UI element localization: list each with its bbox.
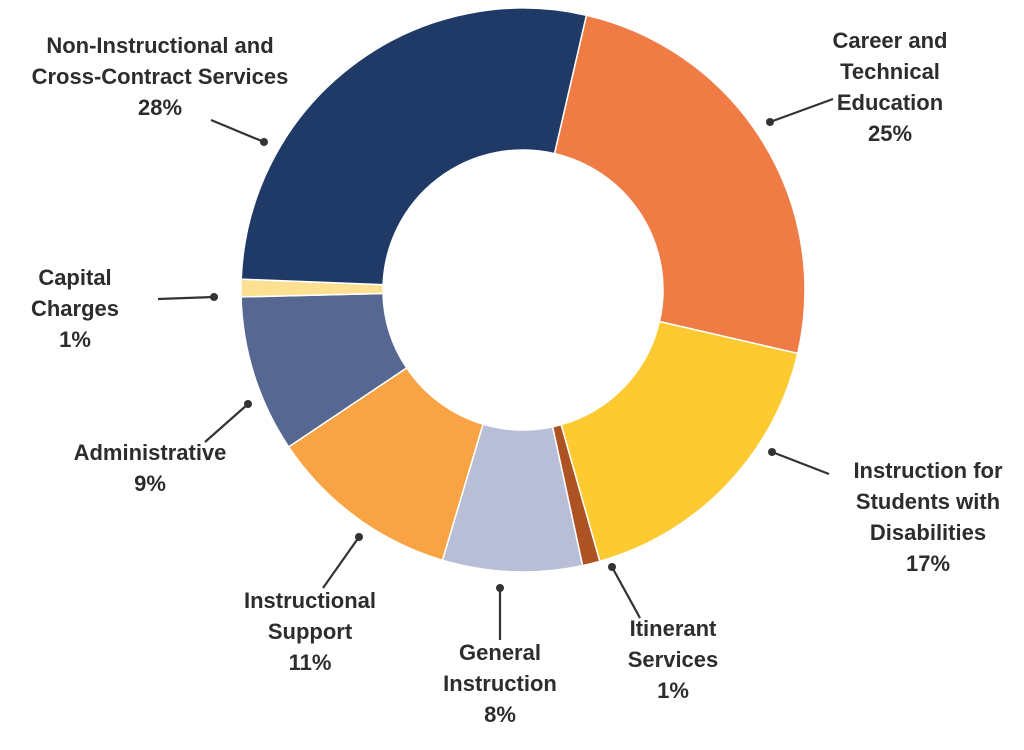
slice-name-line: Services xyxy=(628,647,719,672)
leader-line-instructional-support xyxy=(322,536,360,589)
slice-percent-label: 17% xyxy=(906,551,950,576)
slice-name-line: Instruction xyxy=(443,671,557,696)
slice-name-line: Disabilities xyxy=(870,520,986,545)
slice-name-line: Instructional xyxy=(244,588,376,613)
leader-dot-instructional-support xyxy=(355,533,363,541)
leader-dot-administrative xyxy=(244,400,252,408)
label-general-instruction: General Instruction 8% xyxy=(443,640,557,727)
slice-name-line: Instruction for xyxy=(853,458,1003,483)
slice-percent-label: 9% xyxy=(134,471,166,496)
leader-line-career-and-technical-education xyxy=(769,97,834,124)
slice-name-line: Administrative xyxy=(74,440,227,465)
leader-dot-itinerant-services xyxy=(608,563,616,571)
leader-dot-non-instructional-and-cross-contract-services xyxy=(260,138,268,146)
leader-dot-capital-charges xyxy=(210,293,218,301)
leader-line-capital-charges xyxy=(157,295,215,301)
leader-dot-general-instruction xyxy=(496,584,504,592)
leader-line-instruction-for-students-with-disabilities xyxy=(771,450,830,476)
slices-layer xyxy=(240,7,806,573)
slice-name-line: Itinerant xyxy=(630,616,717,641)
slice-name-line: Technical xyxy=(840,59,940,84)
slice-non-instructional-and-cross-contract-services xyxy=(240,7,588,286)
leader-line-itinerant-services xyxy=(611,566,641,619)
label-instructional-support: Instructional Support 11% xyxy=(244,588,376,675)
slice-instruction-for-students-with-disabilities xyxy=(560,320,799,563)
slice-percent-label: 25% xyxy=(868,121,912,146)
slice-name-line: Cross-Contract Services xyxy=(32,64,289,89)
slice-name-line: Support xyxy=(268,619,353,644)
slice-name-line: Capital xyxy=(38,265,111,290)
leader-dot-instruction-for-students-with-disabilities xyxy=(768,448,776,456)
slice-career-and-technical-education xyxy=(553,14,806,355)
slice-percent-label: 11% xyxy=(289,650,332,675)
slice-name-line: Career and xyxy=(833,28,948,53)
slice-percent-label: 8% xyxy=(484,702,516,727)
label-capital-charges: Capital Charges 1% xyxy=(31,265,119,352)
label-itinerant-services: Itinerant Services 1% xyxy=(628,616,719,703)
slice-name-line: Students with xyxy=(856,489,1000,514)
label-administrative: Administrative 9% xyxy=(74,440,227,496)
slice-percent-label: 28% xyxy=(138,95,182,120)
slice-percent-label: 1% xyxy=(657,678,689,703)
leader-dot-career-and-technical-education xyxy=(766,118,774,126)
slice-name-line: Education xyxy=(837,90,943,115)
slice-name-line: Non-Instructional and xyxy=(46,33,273,58)
label-instruction-for-students-with-disabilities: Instruction for Students with Disabilities… xyxy=(853,458,1003,576)
leader-lines-layer xyxy=(157,97,834,640)
slice-percent-label: 1% xyxy=(59,327,91,352)
leader-line-non-instructional-and-cross-contract-services xyxy=(210,118,265,144)
label-non-instructional-and-cross-contract-services: Non-Instructional and Cross-Contract Serv… xyxy=(32,33,289,120)
label-career-and-technical-education: Career and Technical Education 25% xyxy=(833,28,948,146)
slice-name-line: Charges xyxy=(31,296,119,321)
leader-line-administrative xyxy=(204,403,249,443)
slice-name-line: General xyxy=(459,640,541,665)
labels-layer: Career and Technical Education 25% Instructi… xyxy=(31,28,1003,727)
